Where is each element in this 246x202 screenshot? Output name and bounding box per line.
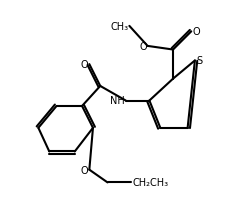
- Text: CH₃: CH₃: [110, 22, 128, 32]
- Text: O: O: [80, 165, 88, 175]
- Text: O: O: [192, 27, 200, 37]
- Text: NH: NH: [110, 96, 125, 106]
- Text: O: O: [139, 42, 147, 52]
- Text: O: O: [81, 59, 89, 69]
- Text: S: S: [197, 56, 203, 66]
- Text: CH₂CH₃: CH₂CH₃: [132, 178, 168, 187]
